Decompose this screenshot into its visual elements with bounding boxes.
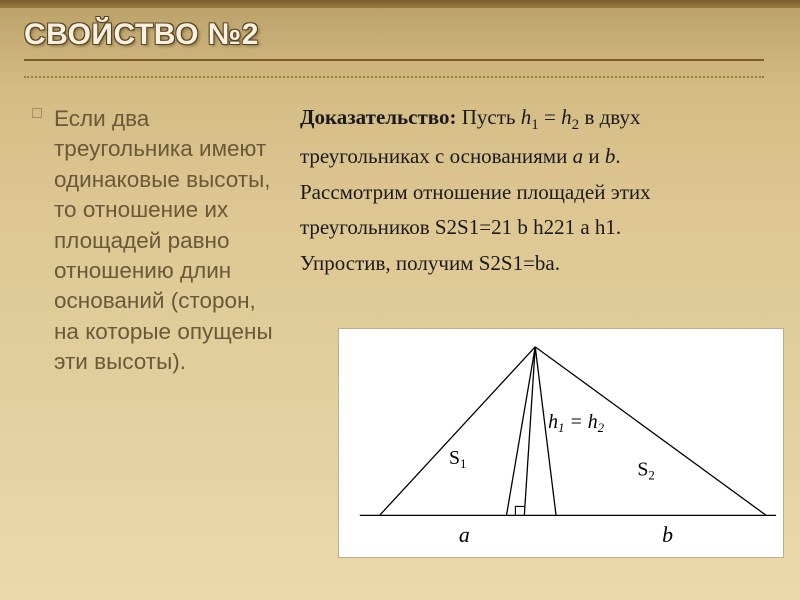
slide-title: СВОЙСТВО №2 xyxy=(24,18,259,52)
title-underline xyxy=(24,59,764,61)
proof-dot: . xyxy=(615,144,620,168)
label-h: h1 = h2 xyxy=(548,411,605,435)
proof-a: a xyxy=(573,144,584,168)
proof-h2: h xyxy=(561,105,572,129)
triangle-diagram: S1 S2 h1 = h2 a b xyxy=(338,328,784,558)
proof-and: и xyxy=(583,144,605,168)
bullet-icon xyxy=(32,108,42,118)
proof-h1sub: 1 xyxy=(531,117,539,133)
proof-eq: = xyxy=(539,105,561,129)
label-s1: S1 xyxy=(449,447,466,471)
proof-l4: треугольников S2S1=21 b h221 a h1. xyxy=(300,215,621,239)
proof-l1a: Пусть xyxy=(456,105,520,129)
proof-l5: Упростив, получим S2S1=ba. xyxy=(300,251,560,275)
diagram-svg: S1 S2 h1 = h2 a b xyxy=(339,329,783,557)
property-statement: Если два треугольника имеют одинаковые в… xyxy=(54,104,286,377)
proof-b: b xyxy=(605,144,616,168)
left-column: Если два треугольника имеют одинаковые в… xyxy=(54,104,286,377)
label-s2: S2 xyxy=(637,459,654,483)
right-column: Доказательство: Пусть h1 = h2 в двух тре… xyxy=(300,100,760,282)
proof-text: Доказательство: Пусть h1 = h2 в двух тре… xyxy=(300,100,760,282)
proof-l2a: треугольниках с основаниями xyxy=(300,144,573,168)
proof-l3: Рассмотрим отношение площадей этих xyxy=(300,180,651,204)
top-border xyxy=(0,0,800,8)
proof-l1b: в двух xyxy=(579,105,640,129)
label-a: a xyxy=(459,523,470,547)
dotted-divider xyxy=(24,76,764,78)
label-b: b xyxy=(662,523,673,547)
proof-h1: h xyxy=(521,105,532,129)
proof-label: Доказательство: xyxy=(300,105,456,129)
